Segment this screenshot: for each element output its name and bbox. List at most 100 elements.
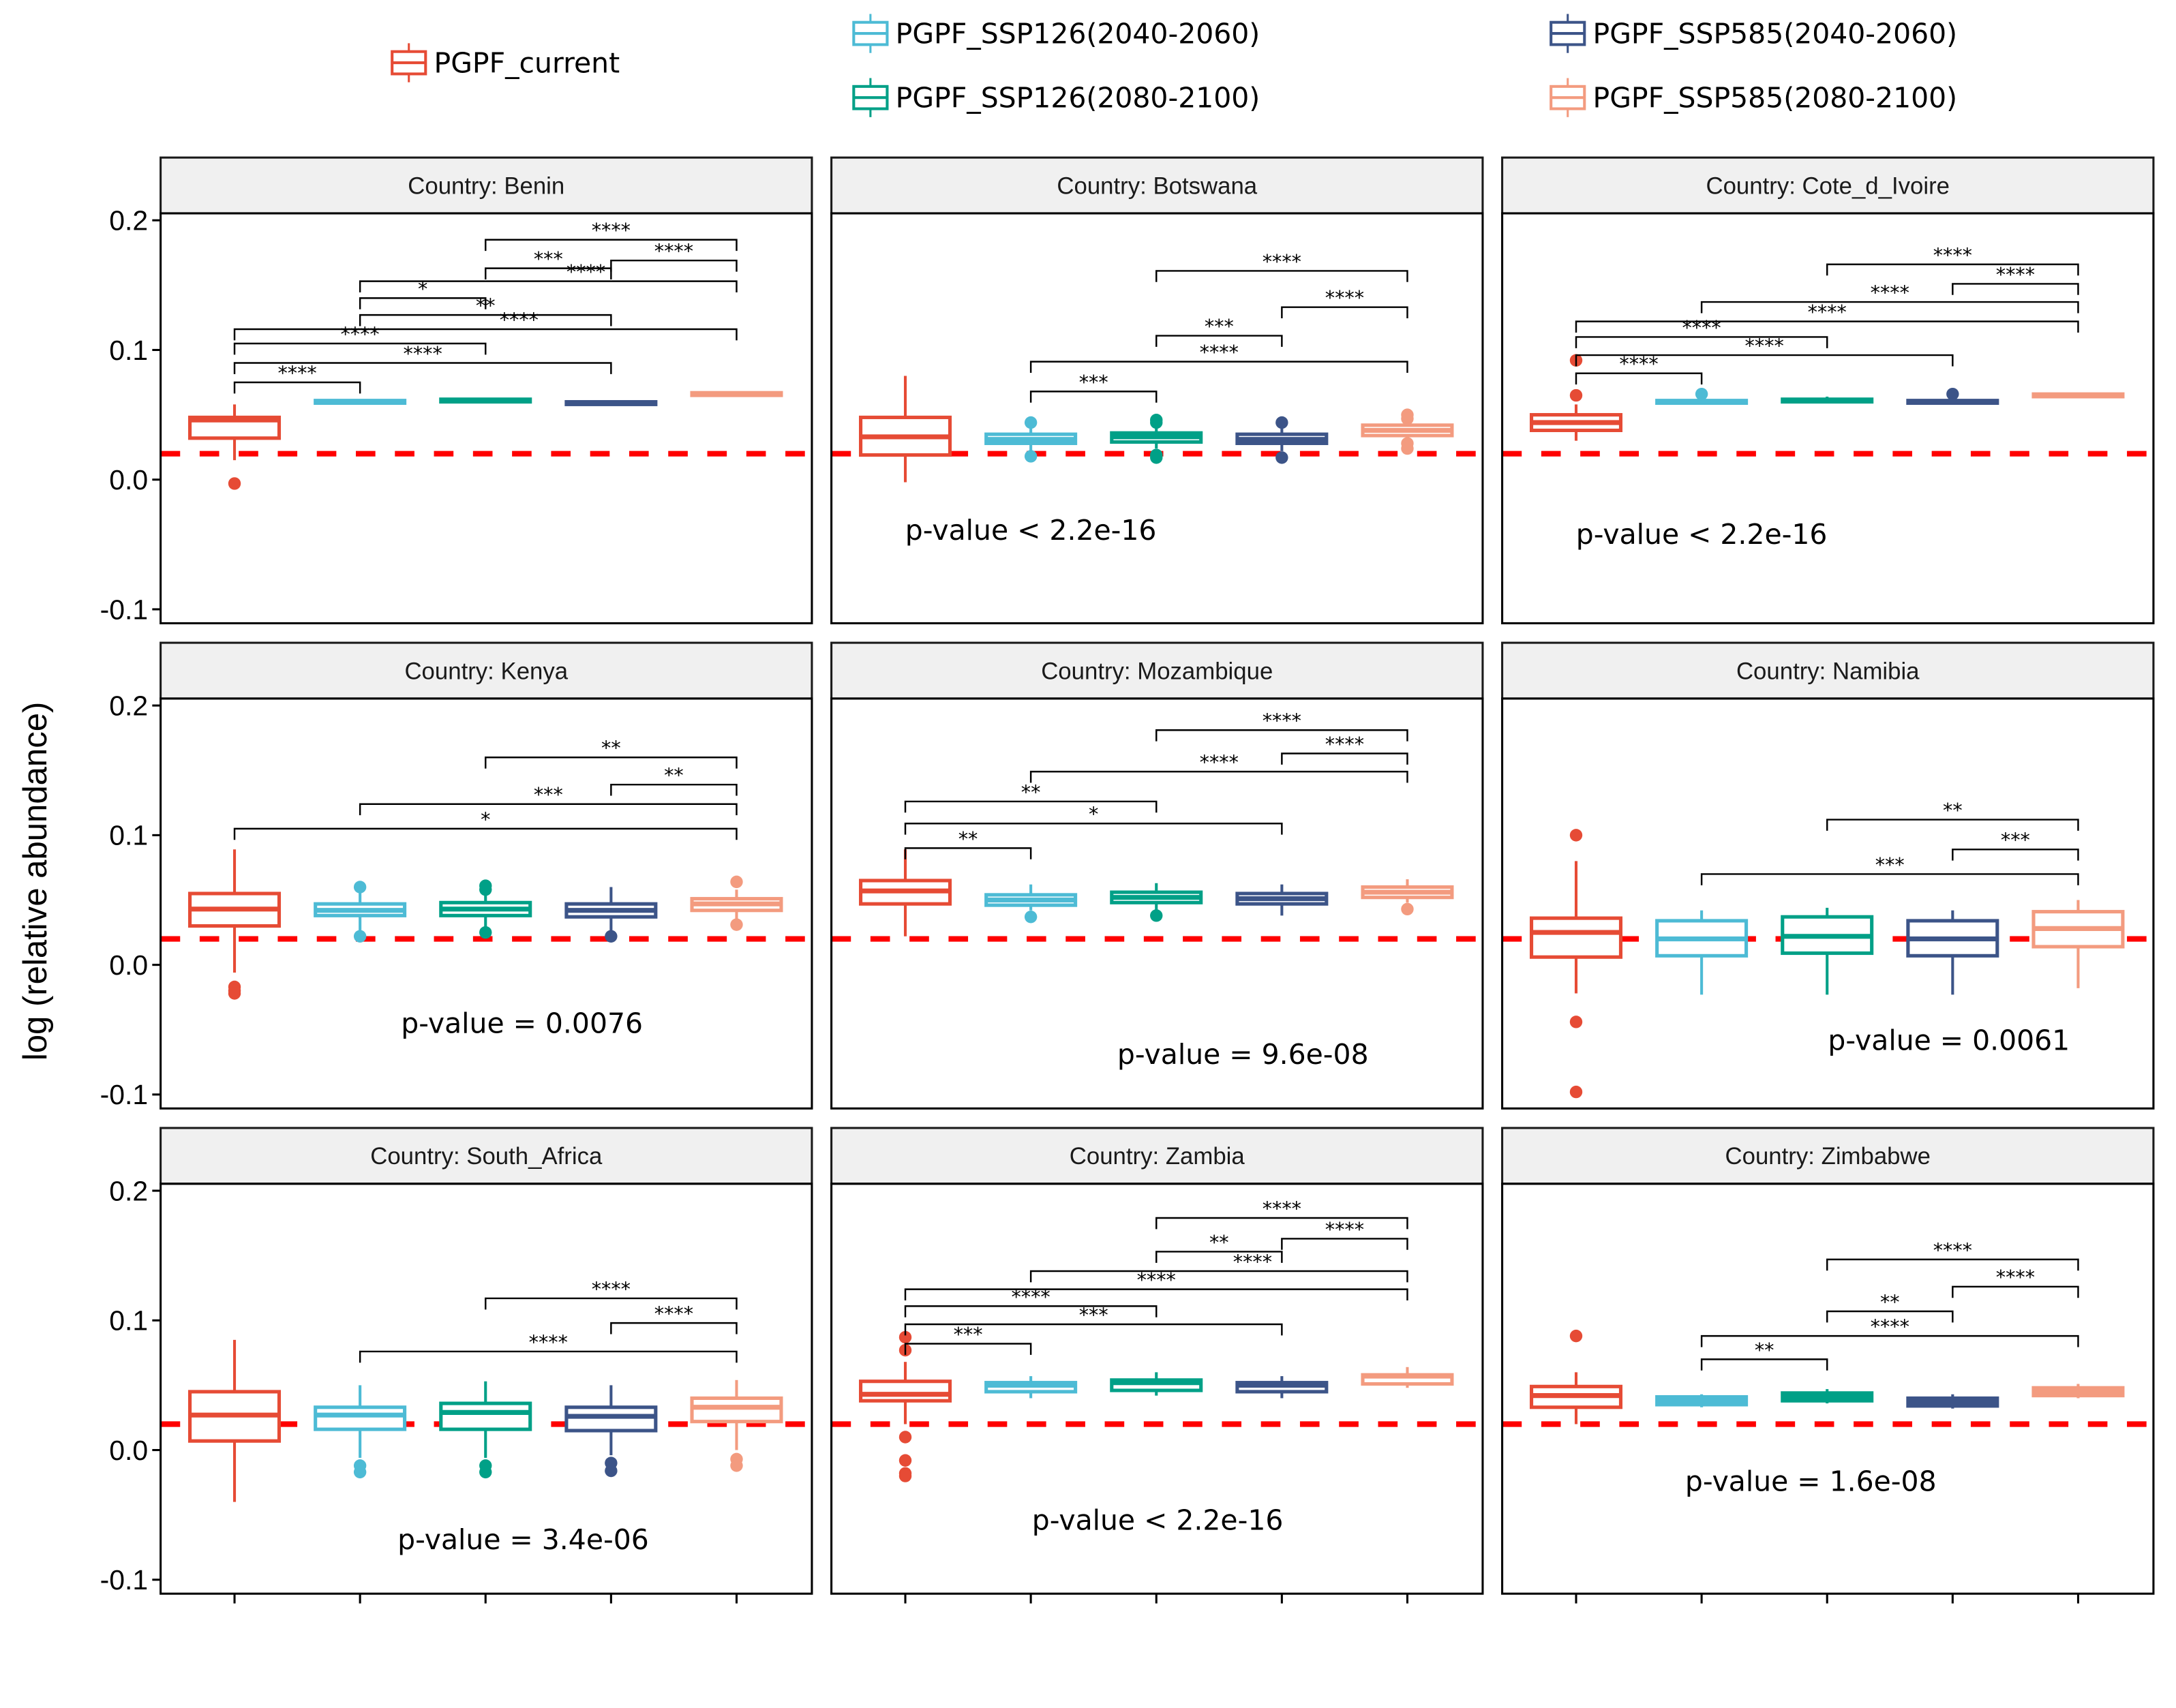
bracket-line [1700,301,2079,314]
comparison-bracket: ** [485,736,738,769]
significance-label: ** [1943,798,1963,821]
outlier-point [898,1454,912,1467]
significance-label: **** [1325,1217,1364,1240]
significance-label: **** [654,1302,693,1325]
box-4 [1235,884,1329,916]
panel-border [830,697,1484,1110]
strip-title: Country: Botswana [1057,173,1257,199]
y-tick-label: 0.1 [109,1305,148,1337]
bracket-line [904,1323,1283,1336]
plot-area [1502,354,2154,457]
bracket-line [1575,354,1954,367]
comparison-bracket: ** [904,827,1032,859]
comparison-bracket: *** [359,783,738,816]
significance-label: *** [534,247,563,271]
bracket-line [1029,361,1408,373]
outlier-point [228,987,241,1000]
outlier-point [479,926,492,939]
bracket-line [233,381,361,394]
significance-label: ** [1755,1338,1774,1361]
outlier-point [1275,416,1288,429]
comparison-bracket: **** [485,1277,738,1310]
bracket-line [1700,1335,2079,1347]
box-iqr [1529,916,1623,959]
significance-label: **** [500,308,539,331]
bracket-line [1155,335,1283,347]
strip [1501,156,2155,215]
legend-item: PGPF_SSP585(2080-2100) [1550,78,1957,117]
box-2 [1655,910,1749,995]
strip [160,1127,813,1185]
comparison-bracket: **** [233,361,361,394]
legend-item: PGPF_SSP585(2040-2060) [1550,14,1957,53]
bracket-line [1155,1217,1408,1230]
box-1 [858,849,952,936]
comparison-bracket: *** [904,1322,1032,1355]
comparison-bracket: * [904,802,1283,835]
comparison-bracket: ** [904,780,1158,813]
y-tick-label: -0.1 [100,1079,148,1110]
significance-label: **** [1200,341,1239,364]
strip [160,641,813,700]
outlier-point [898,1431,912,1444]
bracket-line [1155,729,1408,742]
box-3 [439,1381,532,1479]
significance-label: **** [277,361,316,384]
box-5 [2031,392,2125,399]
legend-item: PGPF_SSP126(2080-2100) [852,78,1260,117]
comparison-bracket: **** [233,322,487,355]
panel-border [1501,697,2155,1110]
outlier-point [479,1465,492,1479]
strip [1501,641,2155,700]
comparison-bracket: **** [1575,301,2079,333]
strip [830,156,1484,215]
bracket-line [1952,849,2079,861]
outlier-point [353,930,367,943]
strip-title: Country: Namibia [1736,658,1920,684]
outlier-point [1569,388,1583,402]
comparison-bracket: *** [485,247,612,279]
comparison-bracket: * [359,277,487,309]
significance-label: *** [1875,853,1905,876]
box-3 [439,397,532,404]
outlier-point [898,1469,912,1482]
box-iqr [564,1405,658,1433]
p-value-label: p-value = 0.0076 [401,1007,643,1040]
significance-label: ** [1021,780,1041,804]
p-value-label: p-value < 2.2e-16 [905,514,1157,547]
outlier-point [1150,451,1163,464]
bracket-line [1952,1285,2079,1298]
p-value-label: p-value < 2.2e-16 [1576,518,1828,551]
outlier-point [1695,387,1708,401]
outlier-point [1569,829,1583,842]
box-2 [314,399,407,406]
p-value-label: p-value = 1.6e-08 [1685,1465,1937,1498]
bracket-line [485,239,738,251]
plot-area [1502,829,2154,1099]
y-axis-label: log (relative abundance) [17,702,54,1061]
outlier-point [228,477,241,490]
comparison-bracket: **** [1029,750,1408,783]
strip-title: Country: Cote_d_Ivoire [1706,173,1950,199]
significance-label: *** [1079,370,1108,393]
box-3 [1110,414,1203,464]
y-tick-label: 0.2 [109,1175,148,1206]
comparison-bracket: **** [1700,1315,2079,1347]
significance-label: ** [1880,1290,1900,1313]
box-4 [564,400,658,406]
panel: Country: Cote_d_Ivoire p-value < 2.2e-16 *… [1501,156,2155,624]
comparison-bracket: **** [359,260,738,293]
box-5 [2031,1384,2125,1399]
comparison-bracket: **** [485,219,738,251]
comparison-bracket: **** [1952,1266,2079,1298]
significance-label: *** [954,1322,983,1345]
strip-title: Country: Benin [408,173,564,199]
outlier-point [1150,909,1163,922]
panel-border [160,212,813,624]
comparison-bracket: **** [1952,262,2079,295]
box-5 [690,391,783,397]
bracket-line [1575,320,2079,333]
bracket-line [904,1305,1158,1317]
